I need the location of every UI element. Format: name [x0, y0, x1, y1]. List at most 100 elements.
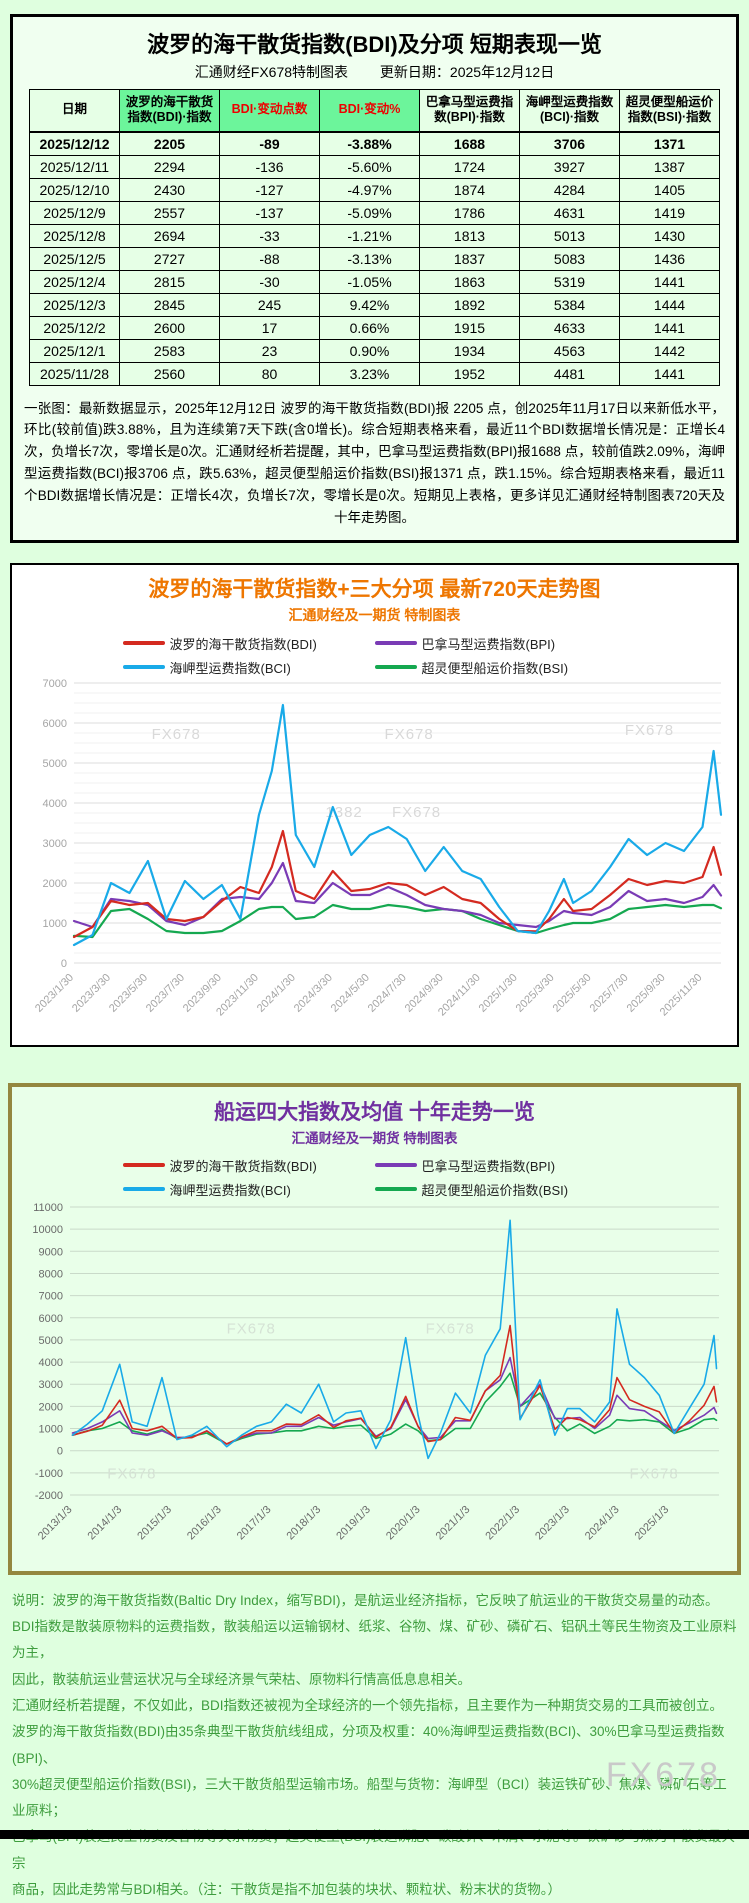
y-tick-label: -1000 [35, 1468, 63, 1480]
table-cell: -5.09% [319, 200, 420, 225]
table-cell: 2815 [119, 269, 220, 294]
table-cell: 3706 [519, 130, 620, 156]
series-line-bsi [72, 903, 723, 938]
legend-item-bci: 海岬型运费指数(BCI) [122, 1180, 375, 1199]
table-cell: -3.13% [319, 246, 420, 271]
table-cell: 2560 [119, 361, 220, 386]
y-tick-label: -2000 [35, 1490, 63, 1502]
table-cell: 2025/12/1 [29, 338, 120, 363]
chart-720d-subtitle: 汇通财经及一期货 特制图表 [288, 606, 461, 623]
table-cell: -89 [219, 130, 320, 156]
table-source-label: 汇通财经FX678特制图表 [194, 64, 349, 80]
legend-label: 波罗的海干散货指数(BDI) [169, 1158, 317, 1174]
summary-text: 一张图：最新数据显示，2025年12月12日 波罗的海干散货指数(BDI)报 2… [24, 400, 725, 525]
x-tick-label: 2025/5/30 [551, 971, 594, 1014]
chart-watermark: 1382 [325, 804, 362, 821]
table-cell: 3927 [519, 154, 620, 179]
table-cell: 1837 [419, 246, 520, 271]
table-cell: 2694 [119, 223, 220, 248]
table-cell: 5013 [519, 223, 620, 248]
table-cell: 5083 [519, 246, 620, 271]
footer-note-line: 波罗的海干散货指数(BDI)由35条典型干散货航线组成，分项及权重：40%海岬型… [12, 1724, 725, 1766]
y-tick-label: 3000 [43, 838, 67, 850]
bdi-data-table: 日期 波罗的海干散货指数(BDI)·指数 BDI·变动点数 BDI·变动% 巴拿马型运费… [29, 89, 720, 386]
table-cell: 2025/12/4 [29, 269, 120, 294]
table-cell: 1863 [419, 269, 520, 294]
table-cell: 2727 [119, 246, 220, 271]
table-row: 2025/12/12 2205 -89 -3.88% 1688 3706 1371 [29, 130, 720, 156]
y-tick-label: 1000 [43, 918, 67, 930]
table-cell: 2430 [119, 177, 220, 202]
table-cell: 1874 [419, 177, 520, 202]
series-line-bdi [72, 829, 723, 938]
y-tick-label: 9000 [39, 1246, 63, 1258]
series-line-bpi [72, 861, 723, 928]
chart-720d-legend: 波罗的海干散货指数(BDI) 巴拿马型运费指数(BPI) 海岬型运费指数(BCI) 超… [12, 634, 737, 677]
table-row: 2025/12/1 2583 23 0.90% 1934 4563 1442 [29, 338, 720, 363]
table-cell: 17 [219, 315, 320, 340]
footer-note-line: 因此，散装航运业营运状况与全球经济景气荣枯、原物料行情高低息息相关。 [12, 1671, 471, 1687]
legend-label: 超灵便型船运价指数(BSI) [421, 1182, 569, 1198]
table-cell: 4284 [519, 177, 620, 202]
chart-10y-legend: 波罗的海干散货指数(BDI) 巴拿马型运费指数(BPI) 海岬型运费指数(BCI) 超… [12, 1156, 737, 1199]
table-row: 2025/12/11 2294 -136 -5.60% 1724 3927 1387 [29, 154, 720, 179]
table-cell: 2025/12/11 [29, 154, 120, 179]
table-cell: 2600 [119, 315, 220, 340]
table-cell: 4563 [519, 338, 620, 363]
table-cell: 1441 [619, 269, 720, 294]
x-tick-label: 2023/1/3 [533, 1503, 572, 1542]
table-cell: 9.42% [319, 292, 420, 317]
table-cell: 0.66% [319, 315, 420, 340]
legend-label: 巴拿马型运费指数(BPI) [421, 1158, 556, 1174]
legend-item-bdi: 波罗的海干散货指数(BDI) [122, 1156, 375, 1175]
table-cell: 2025/12/8 [29, 223, 120, 248]
chart-watermark: FX678 [385, 726, 434, 743]
x-tick-label: 2024/7/30 [366, 971, 409, 1014]
x-tick-label: 2025/1/30 [477, 971, 520, 1014]
table-cell: 3.23% [319, 361, 420, 386]
table-cell: 1387 [619, 154, 720, 179]
x-tick-label: 2023/1/30 [33, 971, 76, 1014]
legend-label: 海岬型运费指数(BCI) [169, 660, 291, 676]
table-cell: 245 [219, 292, 320, 317]
table-cell: -30 [219, 269, 320, 294]
x-tick-label: 2023/3/30 [70, 971, 113, 1014]
legend-swatch-bci [122, 1187, 165, 1192]
x-tick-label: 2023/5/30 [107, 971, 150, 1014]
y-tick-label: 1000 [39, 1423, 63, 1435]
y-tick-label: 4000 [39, 1357, 63, 1369]
column-header: 波罗的海干散货指数(BDI)·指数 [119, 89, 220, 132]
legend-swatch-bsi [374, 1187, 417, 1192]
table-row: 2025/12/3 2845 245 9.42% 1892 5384 1444 [29, 292, 720, 317]
column-header: 日期 [29, 89, 120, 132]
chart-watermark: FX678 [152, 726, 201, 743]
x-tick-label: 2024/3/30 [292, 971, 335, 1014]
table-row: 2025/12/10 2430 -127 -4.97% 1874 4284 1405 [29, 177, 720, 202]
series-line-bci [72, 703, 723, 946]
y-tick-label: 0 [57, 1445, 63, 1457]
chart-720d-plot: 010002000300040005000600070002023/1/3020… [33, 678, 723, 1018]
table-cell: 0.90% [319, 338, 420, 363]
x-tick-label: 2014/1/3 [86, 1503, 125, 1542]
table-cell: 1405 [619, 177, 720, 202]
table-cell: 2294 [119, 154, 220, 179]
table-cell: 1442 [619, 338, 720, 363]
footer-note-line: BDI指数是散装原物料的运费指数，散装船运以运输钢材、纸浆、谷物、煤、矿砂、磷矿… [12, 1618, 737, 1661]
column-header: 超灵便型船运价指数(BSI)·指数 [619, 89, 720, 132]
legend-label: 巴拿马型运费指数(BPI) [421, 636, 556, 652]
table-cell: -4.97% [319, 177, 420, 202]
table-row: 2025/12/9 2557 -137 -5.09% 1786 4631 1419 [29, 200, 720, 225]
y-tick-label: 6000 [43, 718, 67, 730]
table-cell: 2025/11/28 [29, 361, 120, 386]
x-tick-label: 2019/1/3 [334, 1503, 373, 1542]
table-row: 2025/12/2 2600 17 0.66% 1915 4633 1441 [29, 315, 720, 340]
y-tick-label: 10000 [32, 1224, 63, 1236]
legend-swatch-bpi [374, 641, 417, 646]
y-tick-label: 11000 [33, 1202, 63, 1214]
footer-note-line: 商品，因此走势常与BDI相关。（注：干散货是指不加包装的块状、颗粒状、粉末状的货… [12, 1882, 562, 1898]
bottom-bar [0, 1830, 749, 1839]
table-cell: -1.21% [319, 223, 420, 248]
x-tick-label: 2013/1/3 [36, 1503, 75, 1542]
y-tick-label: 7000 [43, 678, 67, 690]
table-cell: 2025/12/2 [29, 315, 120, 340]
